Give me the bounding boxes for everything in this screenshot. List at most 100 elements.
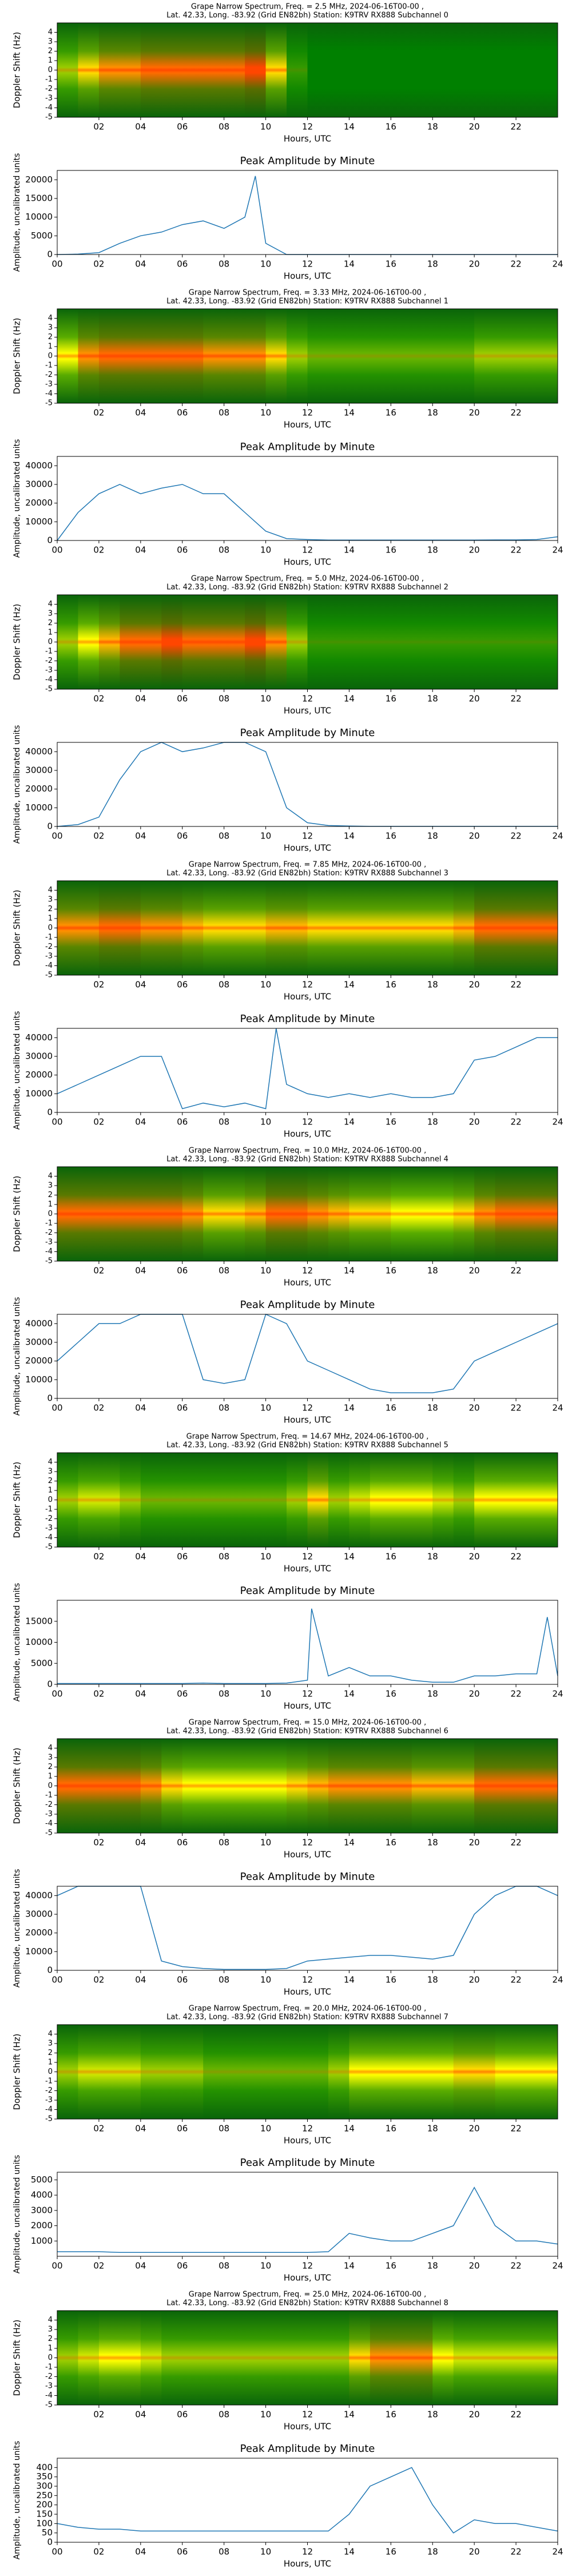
spectrogram-cell	[474, 1167, 496, 1261]
spectrogram-cell	[245, 2311, 267, 2405]
x-axis-label: Hours, UTC	[284, 271, 331, 281]
x-tick-label: 16	[386, 1403, 396, 1413]
spectrogram-cell	[411, 309, 433, 403]
spectrogram-cell	[432, 595, 454, 689]
spectrogram-cell	[120, 2025, 141, 2119]
chart-title: Lat. 42.33, Long. -83.92 (Grid EN82bh) S…	[166, 583, 448, 592]
spectrogram-cell	[287, 1453, 308, 1547]
spectrogram-cell	[120, 1453, 141, 1547]
spectrogram-cell	[307, 595, 329, 689]
spectrogram-cell	[78, 881, 100, 975]
x-tick-label: 10	[260, 408, 271, 418]
y-tick-label: -5	[45, 685, 53, 694]
x-tick-label: 20	[469, 2410, 480, 2420]
x-tick-label: 14	[344, 122, 355, 132]
x-tick-label: 24	[552, 2261, 563, 2271]
chart-title: Grape Narrow Spectrum, Freq. = 14.67 MHz…	[186, 1433, 429, 1441]
y-tick-label: 1	[48, 1772, 53, 1781]
spectrogram-cell	[120, 309, 141, 403]
y-axis-label: Amplitude, uncalibrated units	[13, 1869, 22, 1988]
x-tick-label: 04	[135, 259, 146, 269]
x-tick-label: 10	[260, 2547, 271, 2557]
y-tick-label: -4	[45, 1247, 53, 1256]
spectrogram-cell	[307, 1739, 329, 1833]
x-tick-label: 08	[219, 694, 229, 704]
spectrogram-cell	[307, 2025, 329, 2119]
x-tick-label: 00	[51, 1403, 62, 1413]
x-tick-label: 16	[386, 122, 396, 132]
y-tick-label: 40000	[25, 1318, 53, 1329]
spectrogram-cell	[245, 1453, 267, 1547]
spectrogram-cell	[391, 2311, 412, 2405]
x-tick-label: 16	[386, 2261, 396, 2271]
spectrogram-cell	[287, 595, 308, 689]
x-tick-label: 06	[177, 2547, 188, 2557]
spectrogram-cell	[265, 595, 287, 689]
x-tick-label: 12	[302, 1689, 313, 1699]
spectrogram-cell	[245, 881, 267, 975]
y-tick-label: 4	[48, 2316, 53, 2324]
spectrogram-cell	[224, 23, 245, 117]
x-tick-label: 18	[427, 259, 438, 269]
spectrogram-cell	[349, 881, 371, 975]
y-tick-label: 2	[48, 47, 53, 55]
x-axis-label: Hours, UTC	[284, 2559, 331, 2569]
spectrogram-cell	[328, 1739, 349, 1833]
x-tick-label: 12	[302, 694, 313, 704]
y-tick-label: -1	[45, 2363, 53, 2372]
x-tick-label: 06	[177, 2410, 188, 2420]
y-tick-label: 10000	[25, 802, 53, 813]
chart-title: Lat. 42.33, Long. -83.92 (Grid EN82bh) S…	[166, 11, 448, 20]
spectrogram-cell	[245, 1167, 267, 1261]
spectrogram-cell	[98, 595, 120, 689]
spectrogram-cell	[161, 2025, 183, 2119]
spectrogram-cell	[245, 2025, 267, 2119]
y-axis-label: Doppler Shift (Hz)	[12, 2034, 22, 2110]
spectrogram-cell	[391, 1167, 412, 1261]
spectrogram-cell	[411, 595, 433, 689]
y-tick-label: 5000	[31, 230, 53, 241]
y-tick-label: -2	[45, 943, 53, 951]
x-tick-label: 02	[93, 1403, 104, 1413]
chart-title: Grape Narrow Spectrum, Freq. = 15.0 MHz,…	[189, 1719, 426, 1727]
y-axis-label: Doppler Shift (Hz)	[12, 2320, 22, 2396]
y-tick-label: -4	[45, 1819, 53, 1828]
chart-title: Grape Narrow Spectrum, Freq. = 2.5 MHz, …	[191, 3, 424, 11]
spectrogram-cell	[265, 1453, 287, 1547]
spectrogram-cell	[98, 2311, 120, 2405]
spectrogram-cell	[203, 309, 225, 403]
x-tick-label: 20	[469, 1266, 480, 1276]
chart-title: Peak Amplitude by Minute	[240, 441, 375, 453]
y-tick-label: -5	[45, 113, 53, 122]
y-tick-label: 3	[48, 2325, 53, 2334]
data-line	[57, 484, 558, 541]
y-tick-label: 20000	[25, 1355, 53, 1366]
spectrogram-cell	[140, 1453, 162, 1547]
x-tick-label: 00	[51, 1117, 62, 1127]
y-tick-label: -2	[45, 1800, 53, 1809]
y-tick-label: 0	[48, 1782, 53, 1790]
x-tick-label: 22	[511, 1403, 522, 1413]
spectrogram-cell	[432, 1167, 454, 1261]
y-tick-label: -2	[45, 657, 53, 665]
x-tick-label: 16	[386, 1266, 396, 1276]
y-tick-label: 3000	[31, 2205, 53, 2215]
x-tick-label: 20	[469, 1552, 480, 1562]
x-axis-label: Hours, UTC	[284, 2422, 331, 2432]
x-tick-label: 24	[552, 1689, 563, 1699]
spectrogram-cell	[203, 881, 225, 975]
y-tick-label: -5	[45, 1257, 53, 1266]
chart-title: Peak Amplitude by Minute	[240, 1871, 375, 1883]
y-tick-label: 1	[48, 1200, 53, 1209]
plot-frame	[57, 742, 558, 827]
y-tick-label: 2	[48, 2335, 53, 2343]
data-line	[57, 176, 558, 255]
y-tick-label: 3	[48, 610, 53, 618]
x-tick-label: 16	[386, 1838, 396, 1848]
x-tick-label: 06	[177, 408, 188, 418]
spectrogram-cell	[391, 881, 412, 975]
y-axis-label: Doppler Shift (Hz)	[12, 604, 22, 681]
chart-title: Lat. 42.33, Long. -83.92 (Grid EN82bh) S…	[166, 1441, 448, 1450]
spectrogram-cell	[182, 2025, 204, 2119]
x-tick-label: 04	[135, 831, 146, 841]
